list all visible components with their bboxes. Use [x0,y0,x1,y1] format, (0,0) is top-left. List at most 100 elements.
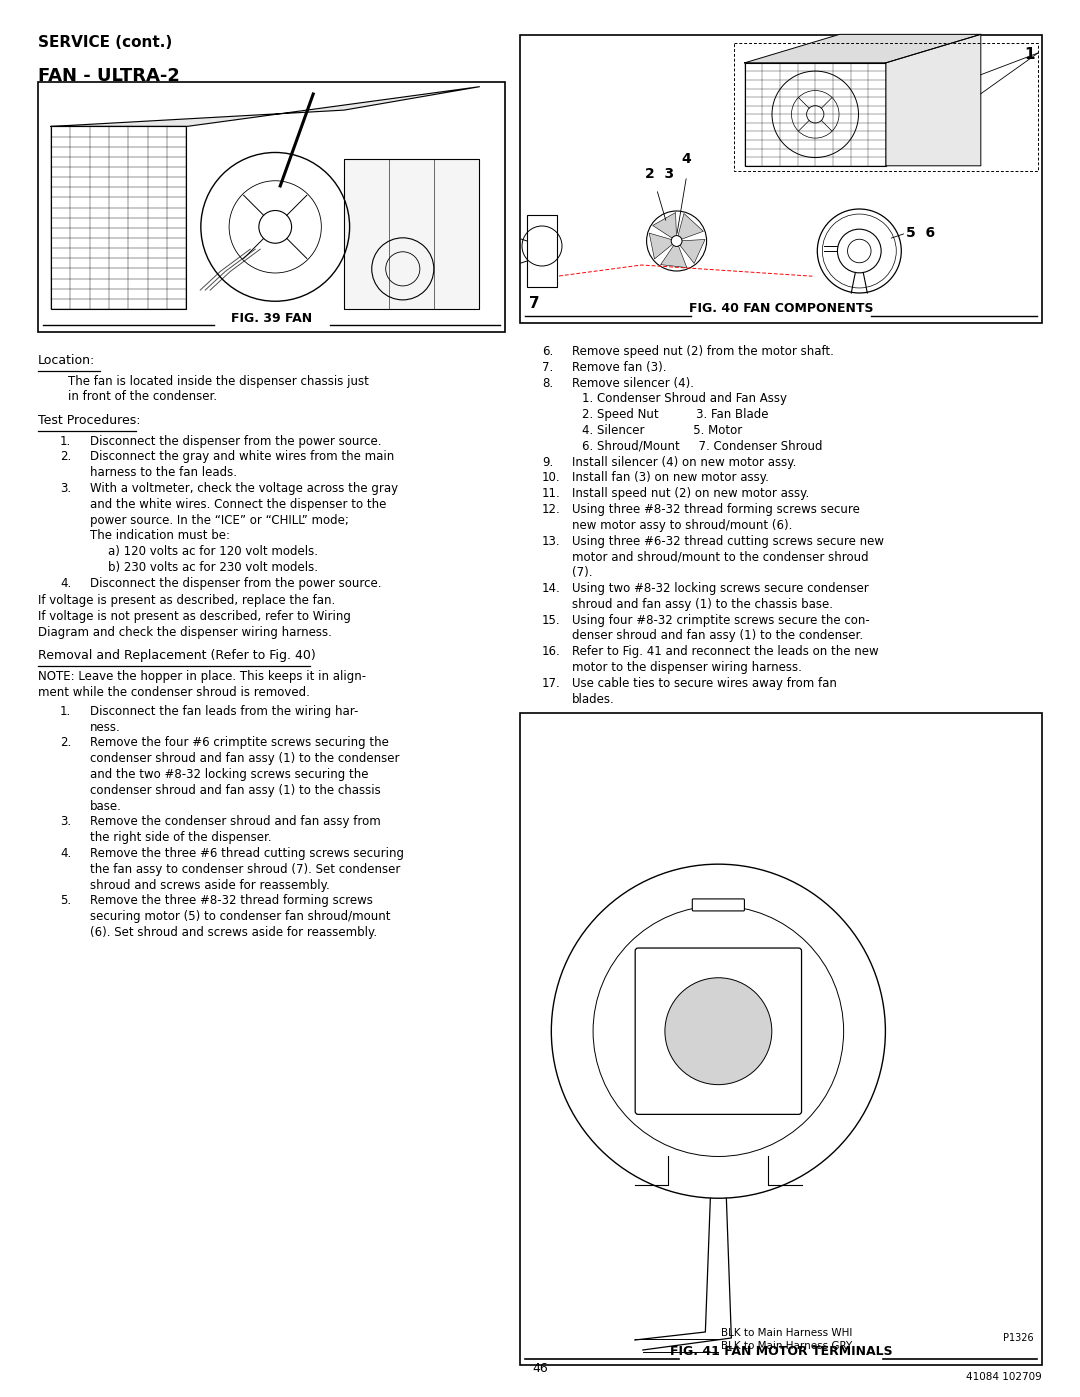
Text: 7: 7 [529,296,539,312]
Text: 11.: 11. [542,488,561,500]
Text: FAN - ULTRA-2: FAN - ULTRA-2 [38,67,180,85]
Text: motor and shroud/mount to the condenser shroud: motor and shroud/mount to the condenser … [572,550,868,563]
Polygon shape [649,233,673,258]
Bar [345,159,480,309]
Text: 4.: 4. [60,847,71,861]
Text: denser shroud and fan assy (1) to the condenser.: denser shroud and fan assy (1) to the co… [572,630,863,643]
Text: Remove the four #6 crimptite screws securing the: Remove the four #6 crimptite screws secu… [90,736,389,749]
Text: 1: 1 [1025,47,1036,61]
Text: 2.: 2. [60,450,71,464]
Text: Location:: Location: [38,353,95,367]
Polygon shape [652,212,676,237]
Text: 14.: 14. [542,583,561,595]
Text: If voltage is not present as described, refer to Wiring: If voltage is not present as described, … [38,610,351,623]
Text: Using four #8-32 crimptite screws secure the con-: Using four #8-32 crimptite screws secure… [572,613,869,627]
Text: 3.: 3. [60,482,71,495]
Text: 5  6: 5 6 [906,226,935,240]
Text: Disconnect the dispenser from the power source.: Disconnect the dispenser from the power … [90,434,381,447]
Text: shroud and screws aside for reassembly.: shroud and screws aside for reassembly. [90,879,329,891]
Text: 2. Speed Nut          3. Fan Blade: 2. Speed Nut 3. Fan Blade [582,408,769,422]
Text: 1. Condenser Shroud and Fan Assy: 1. Condenser Shroud and Fan Assy [582,393,787,405]
Text: Using two #8-32 locking screws secure condenser: Using two #8-32 locking screws secure co… [572,583,868,595]
FancyBboxPatch shape [635,949,801,1115]
Text: 2  3: 2 3 [645,168,674,182]
Text: 16.: 16. [542,645,561,658]
Circle shape [837,229,881,272]
Text: 4. Silencer             5. Motor: 4. Silencer 5. Motor [582,425,742,437]
Circle shape [665,978,772,1084]
Text: If voltage is present as described, replace the fan.: If voltage is present as described, repl… [38,594,335,608]
Text: 6. Shroud/Mount     7. Condenser Shroud: 6. Shroud/Mount 7. Condenser Shroud [582,440,823,453]
Text: 10.: 10. [542,471,561,485]
Text: BLK to Main Harness GRY: BLK to Main Harness GRY [721,1341,852,1351]
Text: the fan assy to condenser shroud (7). Set condenser: the fan assy to condenser shroud (7). Se… [90,863,401,876]
Text: SERVICE (cont.): SERVICE (cont.) [38,35,172,50]
Text: 4: 4 [681,152,691,166]
Text: condenser shroud and fan assy (1) to the condenser: condenser shroud and fan assy (1) to the… [90,752,400,766]
Polygon shape [678,214,703,239]
Bar [519,714,1042,1365]
Text: Refer to Fig. 41 and reconnect the leads on the new: Refer to Fig. 41 and reconnect the leads… [572,645,879,658]
Text: securing motor (5) to condenser fan shroud/mount: securing motor (5) to condenser fan shro… [90,911,391,923]
Text: Use cable ties to secure wires away from fan: Use cable ties to secure wires away from… [572,676,837,690]
Text: Using three #8-32 thread forming screws secure: Using three #8-32 thread forming screws … [572,503,860,515]
Text: and the two #8-32 locking screws securing the: and the two #8-32 locking screws securin… [90,768,368,781]
Text: and the white wires. Connect the dispenser to the: and the white wires. Connect the dispens… [90,497,387,511]
Text: 1.: 1. [60,434,71,447]
Text: The indication must be:: The indication must be: [90,529,230,542]
Bar [38,82,505,332]
Text: Diagram and check the dispenser wiring harness.: Diagram and check the dispenser wiring h… [38,626,332,638]
Bar [51,127,187,309]
Text: P1326: P1326 [1003,1333,1034,1343]
Text: ment while the condenser shroud is removed.: ment while the condenser shroud is remov… [38,686,310,698]
Bar [745,63,886,166]
Text: new motor assy to shroud/mount (6).: new motor assy to shroud/mount (6). [572,518,793,532]
Bar [527,215,557,286]
Text: Disconnect the gray and white wires from the main: Disconnect the gray and white wires from… [90,450,394,464]
FancyBboxPatch shape [692,898,744,911]
Text: Install speed nut (2) on new motor assy.: Install speed nut (2) on new motor assy. [572,488,809,500]
Text: 4.: 4. [60,577,71,590]
Text: (7).: (7). [572,566,593,580]
Text: 5.: 5. [60,894,71,908]
Polygon shape [886,35,981,166]
Text: NOTE: Leave the hopper in place. This keeps it in align-: NOTE: Leave the hopper in place. This ke… [38,671,366,683]
Text: Remove speed nut (2) from the motor shaft.: Remove speed nut (2) from the motor shaf… [572,345,834,358]
Circle shape [259,211,292,243]
Text: Test Procedures:: Test Procedures: [38,414,140,427]
Text: Disconnect the fan leads from the wiring har-: Disconnect the fan leads from the wiring… [90,704,359,718]
Text: the right side of the dispenser.: the right side of the dispenser. [90,831,272,844]
Text: BLK to Main Harness WHI: BLK to Main Harness WHI [721,1329,853,1338]
Text: 17.: 17. [542,676,561,690]
Text: 46: 46 [532,1362,548,1375]
Text: ness.: ness. [90,721,121,733]
Text: Remove fan (3).: Remove fan (3). [572,360,666,374]
Text: 15.: 15. [542,613,561,627]
Text: FIG. 41 FAN MOTOR TERMINALS: FIG. 41 FAN MOTOR TERMINALS [670,1345,892,1358]
Text: 8.: 8. [542,377,553,390]
Text: motor to the dispenser wiring harness.: motor to the dispenser wiring harness. [572,661,801,673]
Text: 12.: 12. [542,503,561,515]
Text: (6). Set shroud and screws aside for reassembly.: (6). Set shroud and screws aside for rea… [90,926,377,939]
Text: condenser shroud and fan assy (1) to the chassis: condenser shroud and fan assy (1) to the… [90,784,381,796]
Text: Remove the three #8-32 thread forming screws: Remove the three #8-32 thread forming sc… [90,894,373,908]
Text: With a voltmeter, check the voltage across the gray: With a voltmeter, check the voltage acro… [90,482,399,495]
Polygon shape [745,35,981,63]
Text: in front of the condenser.: in front of the condenser. [68,390,217,404]
Circle shape [671,236,681,246]
Polygon shape [51,87,480,127]
Text: 41084 102709: 41084 102709 [967,1372,1042,1382]
Text: harness to the fan leads.: harness to the fan leads. [90,467,237,479]
Text: blades.: blades. [572,693,615,705]
Text: 3.: 3. [60,816,71,828]
Text: 9.: 9. [542,455,553,468]
Text: 13.: 13. [542,535,561,548]
Text: Remove the three #6 thread cutting screws securing: Remove the three #6 thread cutting screw… [90,847,404,861]
Text: Disconnect the dispenser from the power source.: Disconnect the dispenser from the power … [90,577,381,590]
Text: Removal and Replacement (Refer to Fig. 40): Removal and Replacement (Refer to Fig. 4… [38,650,315,662]
Bar [519,35,1042,323]
Text: FIG. 40 FAN COMPONENTS: FIG. 40 FAN COMPONENTS [689,303,874,316]
Text: Remove the condenser shroud and fan assy from: Remove the condenser shroud and fan assy… [90,816,381,828]
Text: 1.: 1. [60,704,71,718]
Text: The fan is located inside the dispenser chassis just: The fan is located inside the dispenser … [68,374,369,387]
